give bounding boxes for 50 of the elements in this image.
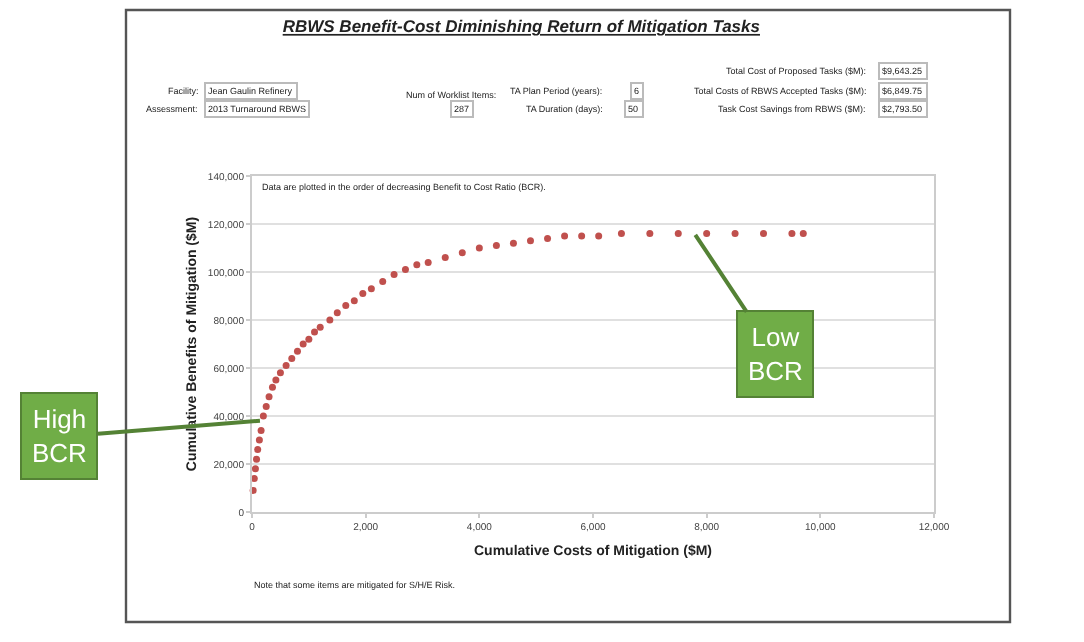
point [342, 302, 350, 310]
point [272, 376, 280, 384]
point [390, 270, 398, 278]
point [646, 230, 654, 238]
point [544, 234, 552, 242]
point [595, 232, 603, 240]
point [268, 383, 276, 391]
point [799, 230, 807, 238]
point [578, 232, 586, 240]
point [526, 237, 534, 245]
point [255, 436, 263, 444]
point [492, 242, 500, 250]
point [458, 249, 466, 257]
point [254, 446, 262, 454]
point [731, 230, 739, 238]
point [674, 230, 682, 238]
point [311, 328, 319, 336]
point [326, 316, 334, 324]
annotation: High BCR [32, 404, 87, 468]
point [441, 254, 449, 262]
point [617, 230, 625, 238]
chart-title: RBWS Benefit-Cost Diminishing Return of Mitigation Tasks [282, 15, 761, 36]
point [265, 393, 273, 401]
point [276, 369, 284, 377]
point [259, 412, 267, 420]
point [262, 402, 270, 410]
point [367, 285, 375, 293]
point [251, 465, 259, 473]
point [305, 335, 313, 343]
point [379, 278, 387, 286]
point [253, 455, 261, 463]
point [509, 239, 517, 247]
point [401, 266, 409, 274]
point [424, 258, 432, 266]
point [293, 347, 301, 355]
point [760, 230, 767, 238]
point [316, 323, 324, 331]
point [288, 354, 296, 362]
point [703, 230, 711, 238]
point [359, 290, 367, 298]
point [299, 340, 307, 348]
point [333, 309, 341, 317]
annotation: Low BCR [748, 322, 803, 386]
point [413, 261, 421, 269]
point [561, 232, 569, 240]
point [475, 244, 483, 252]
point [257, 426, 265, 434]
point [350, 297, 358, 305]
point [788, 230, 796, 238]
point [282, 362, 290, 370]
